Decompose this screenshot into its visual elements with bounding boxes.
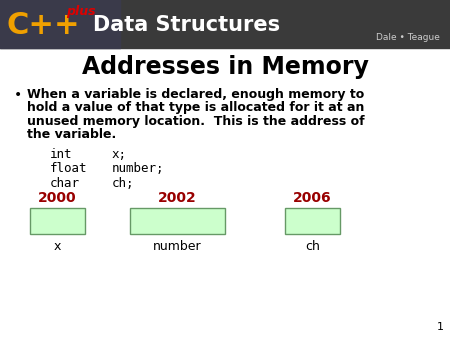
Text: x: x (54, 240, 61, 252)
Text: Data Structures: Data Structures (93, 15, 280, 35)
Text: 2002: 2002 (158, 192, 197, 206)
Text: plus: plus (66, 5, 95, 19)
Text: number: number (153, 240, 202, 252)
Bar (285, 208, 340, 234)
Text: C++: C++ (6, 10, 80, 40)
Text: ch;: ch; (112, 177, 135, 190)
Text: •: • (14, 88, 22, 102)
Text: Dale • Teague: Dale • Teague (376, 33, 440, 43)
Text: 1: 1 (437, 322, 444, 332)
Text: unused memory location.  This is the address of: unused memory location. This is the addr… (27, 115, 364, 128)
Text: When a variable is declared, enough memory to: When a variable is declared, enough memo… (27, 88, 364, 101)
Text: hold a value of that type is allocated for it at an: hold a value of that type is allocated f… (27, 101, 364, 115)
Text: ch: ch (305, 240, 320, 252)
Text: x;: x; (112, 148, 127, 161)
Text: char: char (50, 177, 80, 190)
Text: the variable.: the variable. (27, 128, 116, 142)
Text: float: float (50, 163, 87, 175)
Bar (30, 208, 85, 234)
Text: int: int (50, 148, 72, 161)
Text: Addresses in Memory: Addresses in Memory (81, 55, 369, 79)
Bar (130, 208, 225, 234)
Text: 2000: 2000 (38, 192, 77, 206)
Text: 2006: 2006 (293, 192, 332, 206)
Text: number;: number; (112, 163, 165, 175)
